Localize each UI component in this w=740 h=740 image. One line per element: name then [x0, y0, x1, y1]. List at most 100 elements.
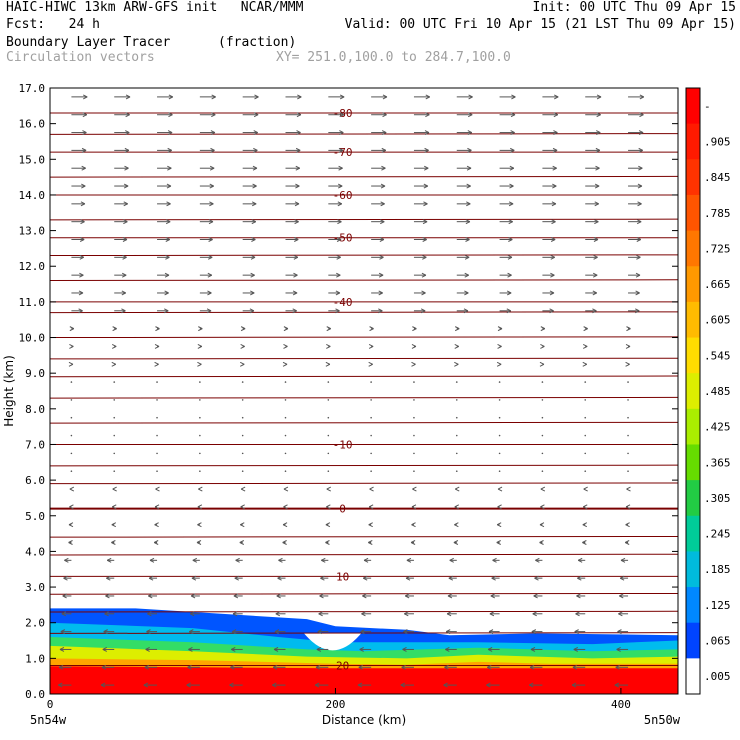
vector-arrowhead — [100, 682, 106, 688]
contour-label: -60 — [333, 189, 353, 202]
vector-arrowhead — [454, 522, 459, 528]
y-tick-label: 11.0 — [19, 296, 46, 309]
vector-arrowhead — [272, 664, 278, 670]
vector-dot — [370, 399, 372, 401]
y-tick-label: 0.0 — [25, 688, 45, 701]
plot-frame — [49, 87, 679, 695]
vector-arrowhead — [362, 575, 368, 581]
vector-arrowhead — [124, 147, 130, 153]
colorbar-swatch — [686, 480, 700, 517]
vector-dot — [70, 399, 73, 401]
colorbar-label: .845 — [704, 171, 731, 184]
colorbar-label: .905 — [704, 135, 731, 148]
contour-label: 0 — [339, 503, 346, 516]
vector-dot — [241, 452, 244, 455]
vector-arrowhead — [319, 593, 324, 599]
colorbar-label: .305 — [704, 492, 731, 505]
vector-dot — [199, 434, 201, 437]
vector-arrowhead — [112, 486, 117, 492]
vector-arrowhead — [209, 183, 214, 189]
vector-arrowhead — [423, 183, 429, 189]
vector-arrowhead — [534, 575, 539, 581]
vector-dot — [541, 416, 544, 419]
contour-label: -50 — [333, 232, 353, 245]
vector-arrowhead — [79, 272, 84, 278]
colorbar-label: .785 — [704, 207, 731, 220]
y-tick-label: 17.0 — [19, 82, 46, 95]
vector-arrowhead — [239, 361, 245, 367]
vector-arrowhead — [82, 130, 87, 136]
vector-arrowhead — [81, 183, 86, 189]
vector-arrowhead — [596, 130, 601, 136]
vector-arrowhead — [165, 219, 171, 225]
vector-arrowhead — [540, 504, 545, 510]
vector-arrowhead — [167, 130, 173, 136]
vector-arrowhead — [209, 165, 215, 171]
vector-arrowhead — [337, 219, 342, 225]
vector-dot — [627, 416, 629, 419]
vector-arrowhead — [229, 682, 234, 688]
vector-arrowhead — [594, 219, 599, 225]
vector-arrowhead — [78, 308, 83, 314]
vector-arrowhead — [496, 361, 502, 367]
vector-dot — [156, 416, 158, 419]
vector-arrowhead — [234, 575, 239, 581]
vector-arrowhead — [489, 611, 495, 617]
vector-arrowhead — [166, 183, 172, 189]
vector-dot — [584, 434, 587, 437]
vector-arrowhead — [368, 522, 373, 528]
vector-arrowhead — [424, 147, 429, 153]
vector-arrowhead — [510, 112, 516, 118]
x-tick-label: 200 — [326, 698, 346, 711]
vector-arrowhead — [146, 629, 151, 635]
vector-arrowhead — [553, 130, 558, 136]
vector-dot — [498, 399, 501, 401]
vector-arrowhead — [154, 361, 159, 367]
vector-arrowhead — [123, 201, 128, 207]
vector-dot — [241, 381, 244, 383]
vector-dot — [156, 434, 158, 437]
vector-arrowhead — [620, 557, 626, 563]
vector-arrowhead — [528, 682, 534, 688]
vector-arrowhead — [618, 611, 623, 617]
vector-arrowhead — [144, 664, 149, 670]
colorbar-label: .005 — [704, 670, 731, 683]
vector-arrowhead — [64, 557, 69, 563]
vector-arrowhead — [61, 611, 66, 617]
vector-arrowhead — [425, 94, 430, 100]
vector-arrowhead — [277, 575, 282, 581]
vector-arrowhead — [207, 272, 213, 278]
vector-dot — [70, 434, 73, 437]
y-tick-label: 10.0 — [19, 332, 46, 345]
vector-arrowhead — [551, 201, 557, 207]
vector-dot — [113, 416, 116, 419]
vector-dot — [327, 381, 330, 383]
vector-arrowhead — [336, 237, 342, 242]
vector-dot — [199, 416, 201, 419]
vector-arrowhead — [79, 254, 84, 260]
vector-arrowhead — [339, 130, 344, 136]
vector-arrowhead — [368, 361, 373, 367]
vector-arrowhead — [325, 522, 331, 528]
field-unit: (fraction) — [218, 35, 297, 50]
colorbar-swatch — [686, 373, 700, 410]
vector-dot — [413, 381, 415, 383]
vector-arrowhead — [616, 646, 621, 652]
vector-arrowhead — [154, 343, 160, 349]
vector-arrowhead — [486, 682, 491, 688]
vector-arrowhead — [508, 219, 513, 225]
vector-arrowhead — [233, 593, 239, 599]
vector-arrowhead — [552, 183, 557, 189]
vector-arrowhead — [283, 326, 289, 332]
vector-arrowhead — [145, 646, 150, 652]
vector-arrowhead — [454, 361, 459, 367]
vector-arrowhead — [507, 272, 512, 278]
vector-arrowhead — [404, 611, 409, 617]
vector-dot — [284, 434, 287, 437]
vector-arrowhead — [582, 522, 588, 528]
vector-arrowhead — [122, 237, 128, 242]
vector-arrowhead — [540, 486, 546, 492]
vector-arrowhead — [497, 326, 503, 332]
vector-arrowhead — [316, 646, 322, 652]
vector-arrowhead — [423, 201, 428, 207]
